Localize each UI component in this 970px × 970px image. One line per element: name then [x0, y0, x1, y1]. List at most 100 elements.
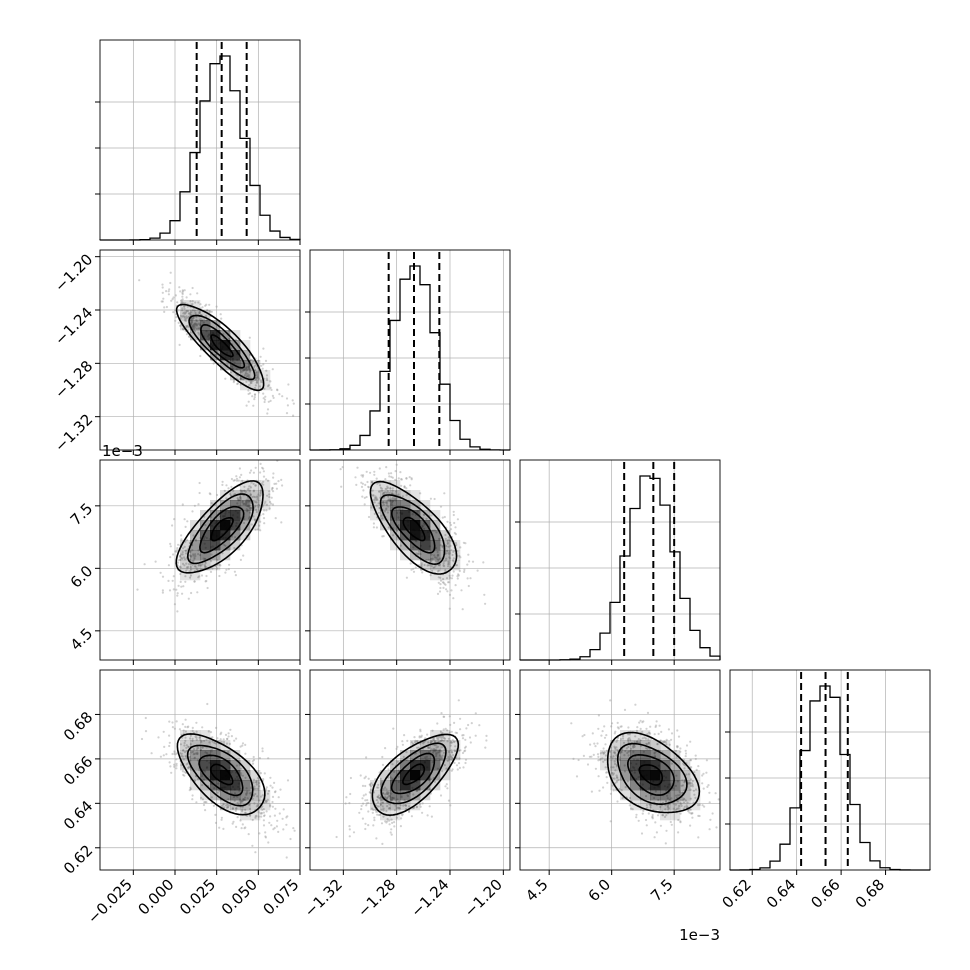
scatter-point — [405, 576, 408, 579]
scatter-point — [387, 526, 390, 529]
scatter-point — [246, 790, 249, 793]
scatter-point — [244, 776, 247, 779]
density-cell — [200, 760, 211, 771]
scatter-point — [464, 745, 467, 748]
scatter-point — [647, 812, 650, 815]
scatter-point — [598, 789, 601, 792]
scatter-point — [271, 503, 275, 506]
scatter-point — [464, 758, 468, 761]
scatter-point — [630, 747, 633, 750]
scatter-point — [266, 408, 270, 411]
scatter-point — [649, 725, 652, 728]
density-cell — [180, 550, 191, 561]
scatter-point — [446, 542, 449, 545]
scatter-point — [613, 732, 616, 735]
scatter-point — [264, 801, 267, 804]
scatter-point — [238, 496, 241, 499]
scatter-point — [211, 740, 214, 743]
scatter-point — [193, 325, 196, 328]
scatter-point — [466, 563, 469, 566]
scatter-point — [245, 380, 248, 383]
scatter-point — [639, 739, 642, 742]
density-panel-1-0 — [95, 249, 301, 455]
scatter-point — [244, 811, 247, 814]
scatter-point — [687, 810, 690, 813]
scatter-point — [246, 372, 249, 375]
scatter-point — [189, 319, 192, 322]
scatter-point — [448, 593, 452, 597]
scatter-point — [256, 777, 260, 780]
scatter-point — [363, 503, 366, 506]
density-cell — [650, 760, 661, 771]
x-tick-label: 0.025 — [176, 876, 219, 919]
scatter-point — [438, 557, 442, 560]
scatter-point — [600, 734, 603, 737]
scatter-point — [457, 762, 461, 765]
scatter-point — [233, 546, 236, 550]
scatter-point — [469, 741, 472, 744]
scatter-point — [603, 751, 606, 754]
scatter-point — [174, 319, 177, 322]
scatter-point — [373, 816, 376, 819]
scatter-point — [611, 773, 615, 776]
density-cell — [220, 790, 231, 801]
scatter-point — [665, 829, 668, 832]
scatter-point — [239, 745, 242, 748]
scatter-point — [465, 727, 468, 730]
scatter-point — [421, 802, 424, 805]
scatter-point — [637, 819, 640, 822]
scatter-point — [679, 821, 682, 824]
contour-level-0 — [402, 516, 426, 542]
scatter-point — [442, 736, 445, 739]
scatter-point — [599, 752, 602, 755]
scatter-point — [422, 742, 425, 745]
contour-level-3 — [175, 303, 265, 392]
scatter-point — [266, 494, 269, 497]
scatter-point — [193, 330, 196, 333]
scatter-point — [255, 381, 258, 384]
scatter-point — [183, 750, 187, 754]
scatter-point — [180, 556, 183, 559]
density-cell — [190, 560, 201, 571]
scatter-point — [360, 474, 363, 477]
scatter-point — [374, 808, 377, 812]
scatter-point — [182, 758, 185, 761]
scatter-point — [455, 543, 458, 547]
scatter-point — [246, 797, 249, 800]
scatter-point — [262, 513, 265, 516]
scatter-point — [238, 476, 241, 479]
scatter-point — [372, 494, 375, 497]
scatter-point — [679, 791, 682, 794]
scatter-point — [274, 807, 277, 810]
density-cell — [260, 500, 271, 511]
density-cell — [240, 760, 251, 771]
scatter-point — [434, 564, 437, 567]
scatter-point — [248, 803, 251, 806]
scatter-point — [680, 804, 683, 808]
density-cell — [240, 360, 251, 371]
density-cell — [230, 530, 241, 541]
scatter-point — [682, 763, 686, 766]
scatter-point — [443, 751, 446, 754]
scatter-point — [379, 803, 382, 806]
scatter-point — [200, 796, 203, 800]
density-cell — [380, 510, 391, 521]
scatter-point — [180, 534, 183, 537]
scatter-point — [642, 809, 645, 813]
scatter-point — [191, 726, 194, 730]
scatter-point — [271, 487, 274, 490]
scatter-point — [442, 728, 445, 731]
scatter-point — [168, 288, 171, 291]
scatter-point — [184, 725, 187, 729]
scatter-point — [380, 782, 383, 785]
scatter-point — [616, 721, 619, 725]
scatter-point — [274, 517, 277, 520]
scatter-point — [188, 554, 191, 557]
scatter-point — [632, 745, 635, 749]
density-cell — [240, 780, 251, 791]
scatter-point — [168, 589, 172, 592]
scatter-point — [257, 371, 260, 374]
scatter-point — [387, 792, 390, 795]
scatter-point — [183, 312, 186, 315]
scatter-point — [270, 824, 273, 827]
